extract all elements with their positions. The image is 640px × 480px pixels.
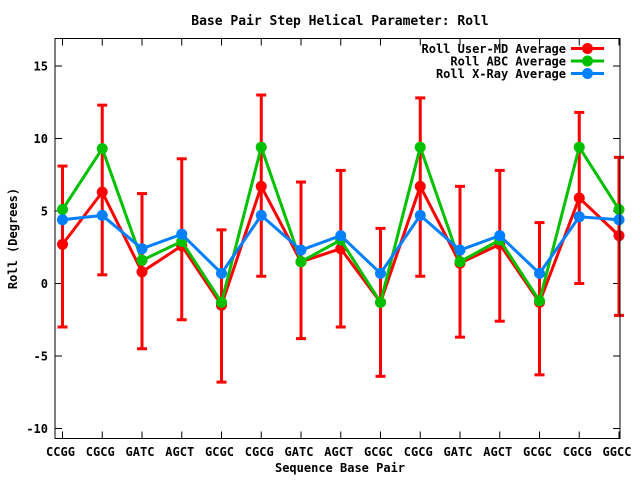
data-point [295,256,307,268]
data-point [414,180,426,192]
legend-label-xray: Roll X-Ray Average [436,67,566,81]
data-point [136,254,148,266]
data-point [96,209,108,221]
series-2 [57,209,625,279]
plot-frame [54,38,621,439]
data-point [414,141,426,153]
chart-title: Base Pair Step Helical Parameter: Roll [191,14,488,29]
data-point [335,230,347,242]
x-tick-label: GCGC [205,445,234,459]
data-point [96,186,108,198]
data-series-layer [57,93,625,384]
data-point [573,192,585,204]
y-tick-label: 5 [41,205,48,219]
axis-ticks: 15 10 5 0 -5 -10 CCGG CGCG GATC AGCT GCGC CGCG GATC A… [26,38,632,459]
y-axis-label: Roll (Degrees) [6,188,20,289]
legend-entry-xray: Roll X-Ray Average [436,67,604,81]
x-tick-label: AGCT [324,445,353,459]
legend-label-abc: Roll ABC Average [450,55,566,69]
legend-label-user-md: Roll User-MD Average [422,42,567,56]
data-point [375,267,386,279]
legend: Roll User-MD Average Roll ABC Average Ro… [422,42,604,81]
x-tick-label: GATC [444,445,473,459]
x-tick-label: GATC [285,445,314,459]
data-point [414,209,426,221]
y-tick-label: 10 [34,132,48,146]
data-point [573,211,585,223]
data-point [176,228,188,240]
x-tick-label: GCGC [523,445,552,459]
data-point [534,295,545,307]
data-point [375,296,386,308]
data-point [255,141,267,153]
data-point [534,267,545,279]
legend-entry-user-md: Roll User-MD Average [422,42,604,56]
y-tick-label: -10 [26,422,48,436]
y-tick-label: 15 [34,60,48,74]
x-tick-label: CGCG [86,445,115,459]
y-tick-label: -5 [34,350,48,364]
data-point [613,230,625,242]
data-point [255,180,267,192]
x-tick-label: CGCG [404,445,433,459]
x-tick-label: GGCC [603,445,632,459]
data-point [573,141,585,153]
data-point [454,244,466,256]
data-point [57,238,68,250]
data-point [613,214,625,226]
y-tick-label: 0 [41,277,48,291]
x-tick-label: AGCT [165,445,194,459]
x-axis-label: Sequence Base Pair [275,461,405,475]
data-point [57,204,68,216]
legend-entry-abc: Roll ABC Average [450,55,604,69]
x-tick-label: AGCT [483,445,512,459]
x-tick-label: GCGC [364,445,393,459]
data-point [454,256,466,268]
data-point [57,214,68,226]
data-point [136,243,148,255]
legend-marker-circle [582,55,593,67]
data-point [295,244,307,256]
x-tick-label: CCGG [46,445,75,459]
x-tick-label: CGCG [563,445,592,459]
legend-marker-circle [582,43,593,54]
data-point [96,143,108,155]
data-point [136,266,148,278]
data-point [255,209,267,221]
x-tick-label: GATC [126,445,155,459]
data-point [216,267,227,279]
data-point [613,204,625,216]
data-point [494,230,506,242]
x-tick-label: CGCG [245,445,274,459]
data-point [216,296,227,308]
legend-marker-circle [582,68,593,79]
